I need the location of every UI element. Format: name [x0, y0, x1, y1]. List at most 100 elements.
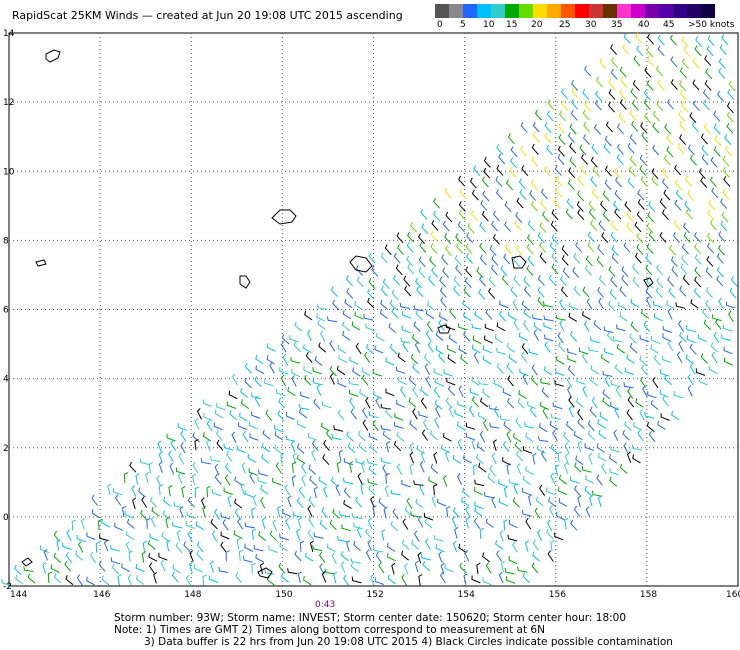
wind-barb [722, 324, 733, 332]
wind-barb [236, 445, 246, 454]
wind-barb [146, 517, 151, 529]
wind-barb [457, 323, 468, 331]
wind-barb [727, 310, 734, 323]
wind-barb [629, 109, 637, 121]
wind-barb [526, 265, 534, 276]
wind-barb [716, 266, 724, 278]
wind-barb [149, 533, 159, 542]
wind-barb [473, 486, 483, 496]
wind-barb [495, 189, 503, 200]
wind-barb [604, 135, 612, 147]
wind-barb [683, 46, 691, 57]
wind-barb [457, 400, 467, 408]
wind-barb [243, 556, 253, 563]
wind-barb [433, 210, 441, 222]
wind-barb [396, 399, 406, 408]
wind-barb [614, 364, 623, 375]
wind-barb [313, 532, 324, 539]
wind-barb [660, 413, 670, 421]
wind-barb [725, 145, 733, 157]
wind-barb [546, 110, 554, 122]
wind-barb [650, 344, 659, 354]
wind-barb [521, 343, 529, 355]
wind-barb [718, 297, 724, 310]
wind-barb [330, 476, 339, 488]
wind-barb [485, 308, 493, 320]
wind-barb [621, 266, 629, 277]
wind-barb [639, 376, 647, 388]
wind-barb [437, 498, 447, 507]
wind-barb [597, 419, 606, 429]
wind-barb [626, 354, 635, 364]
scale-label: 30 [585, 20, 597, 30]
wind-barb [662, 395, 669, 407]
wind-barb [346, 431, 354, 442]
wind-barb [590, 376, 599, 387]
wind-barb [392, 508, 399, 520]
wind-barb [537, 529, 542, 541]
wind-barb [534, 507, 541, 519]
wind-barb [326, 543, 336, 553]
wind-barb [191, 473, 197, 485]
wind-barb [489, 422, 500, 429]
wind-barb [502, 440, 510, 453]
wind-barb [14, 564, 22, 576]
wind-barb [508, 478, 519, 486]
wind-barb [524, 540, 529, 552]
wind-barb [313, 398, 321, 410]
wind-barb [571, 87, 579, 99]
wind-barb [224, 463, 232, 475]
wind-barb [355, 264, 363, 276]
wind-barb [242, 430, 249, 443]
wind-barb [568, 405, 574, 418]
wind-barb [478, 462, 487, 473]
wind-barb [678, 110, 686, 122]
wind-barb [512, 432, 522, 443]
wind-barb [412, 408, 418, 420]
wind-barb [214, 409, 224, 419]
wind-barb [479, 242, 487, 254]
wind-barb [266, 355, 275, 365]
wind-barb [160, 559, 166, 572]
wind-barb [666, 146, 674, 158]
wind-barb [296, 443, 305, 454]
wind-barb [609, 454, 618, 464]
wind-barb [570, 109, 578, 121]
wind-barb [458, 201, 466, 212]
footer-line-storm-info: Storm number: 93W; Storm name: INVEST; S… [114, 612, 627, 624]
wind-barb [567, 365, 576, 376]
wind-barb [305, 352, 313, 363]
color-scale-swatch [617, 4, 631, 18]
wind-barb [648, 430, 656, 443]
wind-barb [535, 109, 542, 121]
wind-barb [492, 233, 500, 245]
wind-barb [682, 222, 690, 234]
wind-barb [351, 513, 363, 520]
wind-barb [679, 331, 687, 343]
wind-barb [584, 485, 592, 497]
wind-barb [577, 209, 585, 221]
wind-barb [472, 335, 482, 345]
wind-barb [206, 420, 213, 432]
wind-barb [550, 413, 561, 420]
wind-barb [189, 550, 194, 562]
wind-barb [416, 444, 425, 455]
wind-barb [650, 399, 659, 410]
wind-barb [125, 530, 135, 540]
wind-barb [687, 190, 695, 202]
wind-barb [614, 208, 622, 220]
wind-barb [353, 522, 364, 530]
wind-barb [471, 396, 479, 408]
wind-barb [645, 264, 653, 276]
wind-barb [415, 277, 423, 289]
wind-barb [495, 176, 503, 187]
wind-barb [249, 433, 259, 441]
wind-barb [406, 241, 414, 253]
wind-barb [519, 368, 529, 377]
wind-barb [730, 276, 738, 287]
color-scale-swatch [477, 4, 491, 18]
wind-barb [585, 255, 593, 267]
wind-barb [304, 310, 313, 321]
wind-barb [139, 458, 150, 466]
wind-barb [569, 156, 577, 168]
